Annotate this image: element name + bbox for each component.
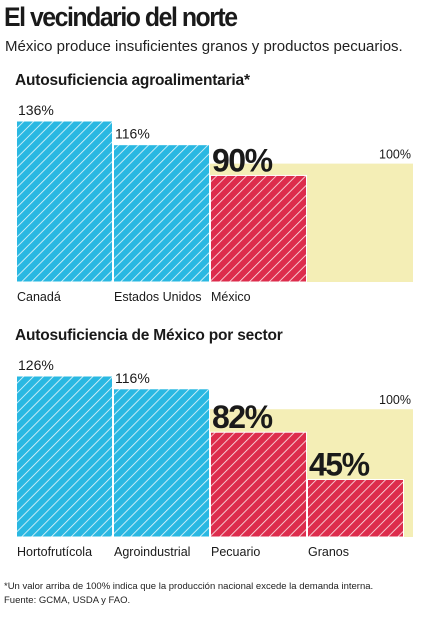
- bar-mexico: [210, 174, 307, 283]
- value-label-mexico: 90%: [212, 142, 273, 178]
- category-label-pecuario: Pecuario: [211, 545, 260, 559]
- bar-hortofruticola: [16, 375, 113, 538]
- bar-granos: [307, 479, 404, 538]
- value-label-canada: 136%: [18, 102, 54, 118]
- value-label-agroindustrial: 116%: [115, 370, 150, 386]
- bar-agroindustrial: [113, 388, 210, 538]
- chart-2-por-sector: 100% 126% Hortofrutícola 116% Agroindustrial…: [16, 357, 413, 559]
- bar-pecuario: [210, 431, 307, 538]
- category-label-canada: Canadá: [17, 290, 61, 304]
- bar-estados-unidos: [113, 144, 210, 283]
- chart-1-autosuficiencia: 100% 136% Canadá 116% Estados Unidos 90% Méxic…: [16, 102, 413, 304]
- category-label-estados-unidos: Estados Unidos: [114, 290, 202, 304]
- category-label-mexico: México: [211, 290, 251, 304]
- reference-line-label: 100%: [379, 393, 411, 407]
- chart-1-title: Autosuficiencia agroalimentaria*: [15, 72, 250, 89]
- value-label-granos: 45%: [309, 447, 370, 483]
- category-label-hortofruticola: Hortofrutícola: [17, 545, 92, 559]
- value-label-pecuario: 82%: [212, 399, 273, 435]
- footnote-definition: *Un valor arriba de 100% indica que la p…: [4, 581, 374, 592]
- chart-2-title: Autosuficiencia de México por sector: [15, 327, 283, 344]
- page-title: El vecindario del norte: [4, 2, 238, 32]
- bar-canada: [16, 120, 113, 283]
- category-label-agroindustrial: Agroindustrial: [114, 545, 190, 559]
- value-label-estados-unidos: 116%: [115, 126, 150, 142]
- footnote-source: Fuente: GCMA, USDA y FAO.: [4, 595, 131, 606]
- value-label-hortofruticola: 126%: [18, 357, 54, 373]
- page-subtitle: México produce insuficientes granos y pr…: [5, 38, 403, 55]
- reference-line-label: 100%: [379, 148, 411, 162]
- category-label-granos: Granos: [308, 545, 349, 559]
